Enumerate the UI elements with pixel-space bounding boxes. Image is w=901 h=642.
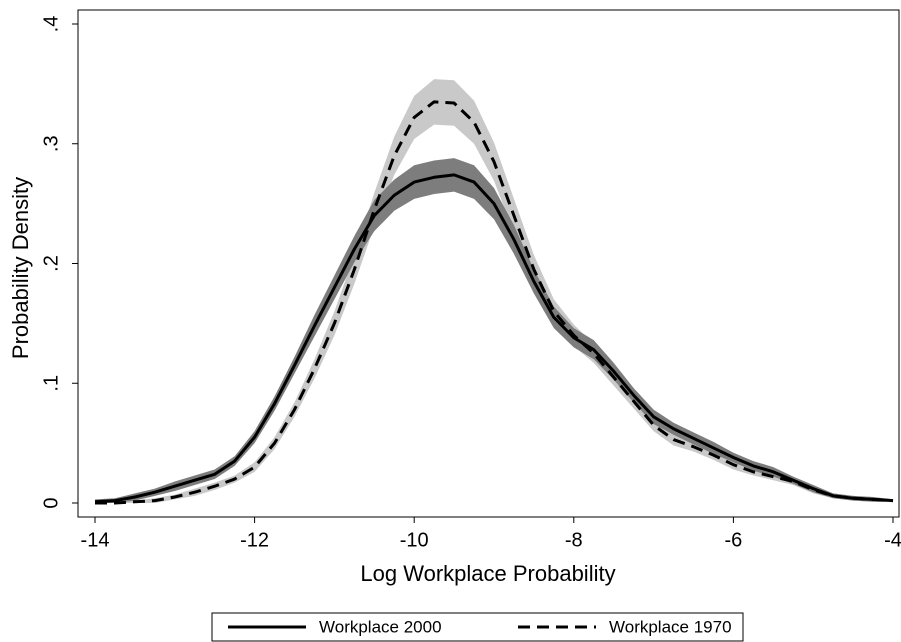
x-axis-label: Log Workplace Probability: [360, 561, 615, 586]
density-line: [95, 100, 894, 505]
x-tick-label: -4: [884, 529, 901, 551]
x-tick-label: -6: [725, 529, 743, 551]
y-tick-label: .4: [40, 16, 62, 33]
x-tick-label: -12: [240, 529, 269, 551]
density-line: [94, 173, 894, 504]
lines: [94, 100, 894, 505]
y-axis-label: Probability Density: [8, 177, 33, 359]
y-tick-label: 0: [40, 497, 62, 508]
x-tick-label: -10: [400, 529, 429, 551]
y-tick-label: .3: [40, 135, 62, 152]
legend-label: Workplace 2000: [319, 617, 442, 636]
x-tick-label: -14: [81, 529, 110, 551]
x-tick-label: -8: [565, 529, 583, 551]
legend-label: Workplace 1970: [609, 617, 732, 636]
y-tick-label: .1: [40, 375, 62, 392]
y-tick-label: .2: [40, 255, 62, 272]
